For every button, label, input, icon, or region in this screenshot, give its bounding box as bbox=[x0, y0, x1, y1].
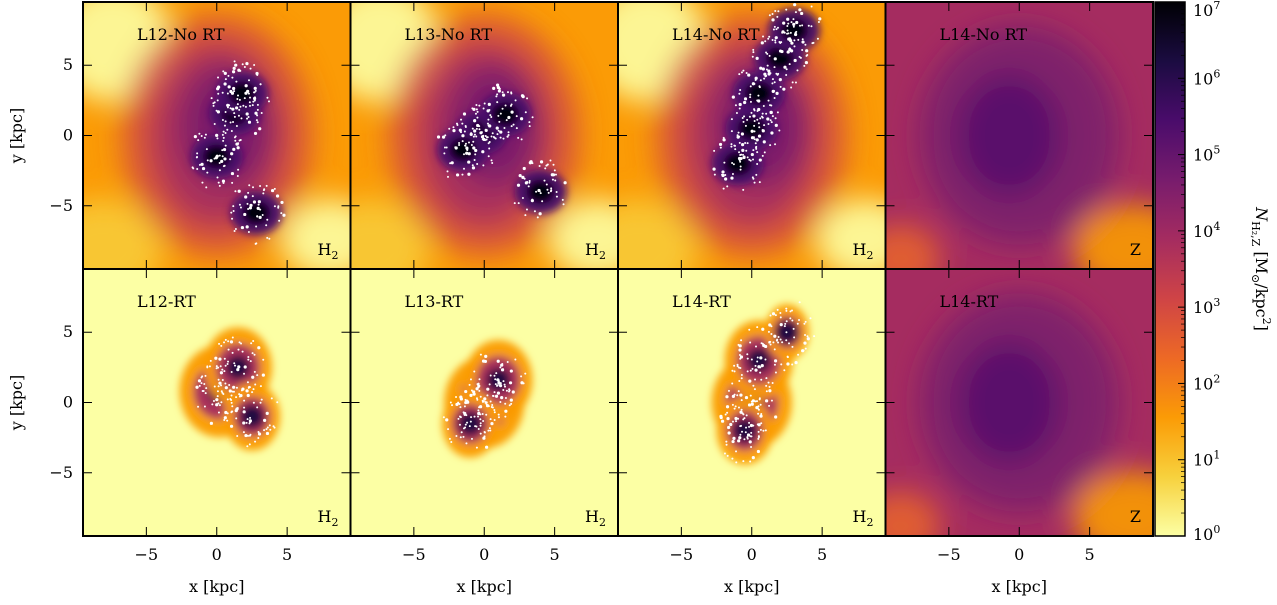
density-map bbox=[618, 2, 886, 269]
panel-label: L14-No RT bbox=[672, 25, 760, 44]
panel-l13-nort: L13-No RT H2 bbox=[349, 1, 619, 270]
panel-l14-rt: L14-RT H2 bbox=[617, 268, 887, 537]
density-map bbox=[885, 2, 1153, 269]
species-label: H2 bbox=[585, 507, 606, 529]
star-particles bbox=[191, 60, 286, 245]
y-tick-label: 5 bbox=[63, 322, 73, 341]
panel-ticks bbox=[885, 2, 1153, 269]
species-label: H2 bbox=[318, 240, 339, 262]
colorbar-tick-label: 103 bbox=[1193, 296, 1220, 317]
panel-label: L14-RT bbox=[940, 292, 999, 311]
colorbar-label: NH₂,Z [M⊙/kpc2] bbox=[1249, 206, 1273, 331]
panel-ticks bbox=[83, 2, 351, 269]
species-label: H2 bbox=[318, 507, 339, 529]
colorbar: 100 101 102 103 104 105 106 107 NH₂,Z [M⊙/kpc2] bbox=[1154, 0, 1273, 544]
y-tick-label: −5 bbox=[49, 196, 73, 215]
colorbar-tick-label: 101 bbox=[1193, 449, 1220, 470]
species-label: H2 bbox=[853, 240, 874, 262]
axes: 5 0 −5 y [kpc] 5 0 −5 y [kpc] −5 0 5 x [kpc] −5 0 5 x [… bbox=[7, 55, 1095, 596]
density-map bbox=[618, 269, 886, 536]
x-tick-label: 0 bbox=[212, 545, 222, 564]
x-tick-label: −5 bbox=[135, 545, 159, 564]
x-tick-label: 5 bbox=[817, 545, 827, 564]
density-map bbox=[885, 269, 1153, 536]
x-tick-label: 5 bbox=[550, 545, 560, 564]
y-tick-label: 0 bbox=[63, 126, 73, 145]
colorbar-gradient bbox=[1154, 1, 1186, 537]
y-axis-label: y [kpc] bbox=[7, 375, 26, 432]
x-tick-label: −5 bbox=[670, 545, 694, 564]
y-tick-label: 0 bbox=[63, 393, 73, 412]
panel-label: L12-RT bbox=[137, 292, 196, 311]
panel-l14-nort: L14-No RT H2 bbox=[617, 1, 887, 270]
panel-l14-nort-z: L14-No RT Z bbox=[884, 1, 1154, 270]
x-axis-label: x [kpc] bbox=[189, 577, 245, 596]
panel-label: L13-No RT bbox=[405, 25, 493, 44]
panel-ticks bbox=[618, 269, 886, 536]
panel-label: L14-RT bbox=[672, 292, 731, 311]
density-map bbox=[350, 269, 618, 536]
y-tick-label: 5 bbox=[63, 55, 73, 74]
panel-ticks bbox=[83, 269, 351, 536]
panel-l12-rt: L12-RT H2 bbox=[82, 268, 352, 537]
star-particles bbox=[442, 353, 527, 449]
panel-l12-nort: L12-No RT H2 bbox=[82, 1, 352, 270]
y-axis-label: y [kpc] bbox=[7, 108, 26, 165]
x-tick-label: −5 bbox=[402, 545, 426, 564]
panel-label: L13-RT bbox=[405, 292, 464, 311]
star-particles bbox=[195, 336, 279, 448]
colorbar-tick-label: 107 bbox=[1193, 0, 1220, 20]
panel-ticks bbox=[618, 2, 886, 269]
panel-label: L14-No RT bbox=[940, 25, 1028, 44]
density-map bbox=[350, 2, 618, 269]
colorbar-tick-label: 106 bbox=[1193, 67, 1220, 88]
x-tick-label: −5 bbox=[937, 545, 961, 564]
x-tick-label: 0 bbox=[479, 545, 489, 564]
panel-ticks bbox=[350, 2, 618, 269]
colorbar-tick-label: 104 bbox=[1193, 220, 1220, 241]
panel-ticks bbox=[885, 269, 1153, 536]
density-map bbox=[83, 269, 351, 536]
panel-label: L12-No RT bbox=[137, 25, 225, 44]
panel-l13-rt: L13-RT H2 bbox=[349, 268, 619, 537]
x-tick-label: 5 bbox=[1085, 545, 1095, 564]
colorbar-tick-label: 102 bbox=[1193, 372, 1220, 393]
star-particles bbox=[719, 301, 816, 464]
x-axis-label: x [kpc] bbox=[992, 577, 1048, 596]
x-tick-label: 0 bbox=[747, 545, 757, 564]
colorbar-tick-label: 100 bbox=[1193, 523, 1220, 544]
panel-l14-rt-z: L14-RT Z bbox=[884, 268, 1154, 537]
density-map bbox=[83, 2, 351, 269]
star-particles bbox=[712, 3, 822, 191]
y-tick-label: −5 bbox=[49, 463, 73, 482]
x-tick-label: 5 bbox=[282, 545, 292, 564]
species-label: Z bbox=[1130, 240, 1141, 259]
species-label: H2 bbox=[853, 507, 874, 529]
species-label: H2 bbox=[585, 240, 606, 262]
x-axis-label: x [kpc] bbox=[457, 577, 513, 596]
panel-ticks bbox=[350, 269, 618, 536]
x-tick-label: 0 bbox=[1014, 545, 1024, 564]
x-axis-label: x [kpc] bbox=[724, 577, 780, 596]
colorbar-tick-label: 105 bbox=[1193, 144, 1220, 165]
star-particles bbox=[436, 83, 567, 219]
species-label: Z bbox=[1130, 507, 1141, 526]
